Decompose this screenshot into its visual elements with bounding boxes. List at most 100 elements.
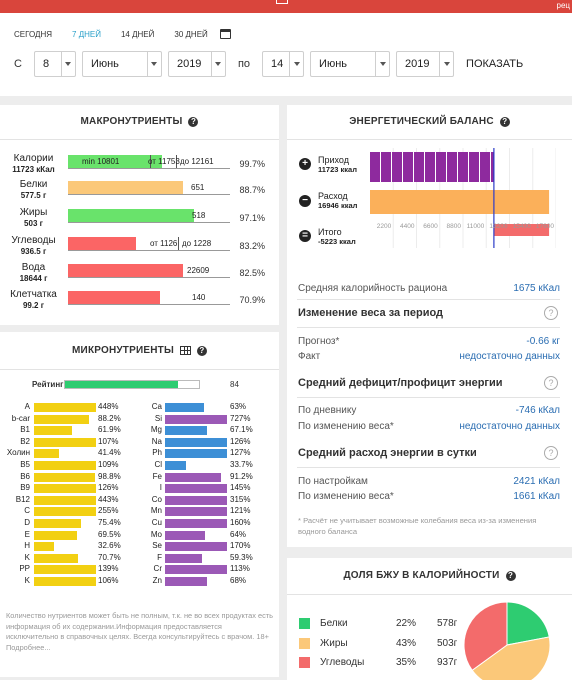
chevron-down-icon xyxy=(146,52,161,76)
micro-percent: 121% xyxy=(230,506,251,516)
calendar-icon[interactable] xyxy=(219,29,231,39)
x-tick-label: 4400 xyxy=(400,223,415,230)
minus-icon: − xyxy=(299,195,311,207)
macro-bar-label: 651 xyxy=(191,183,205,192)
macro-name-text: Белки xyxy=(19,179,48,190)
bju-grams: 578г xyxy=(437,618,458,629)
micro-name: D xyxy=(24,518,30,527)
macro-bar xyxy=(68,209,195,222)
bju-grams: 937г xyxy=(437,657,458,668)
macro-row: Калории 11723 кКал min 10801 от 11753 до 121… xyxy=(0,153,279,177)
to-year-select[interactable]: 2019 xyxy=(396,51,455,77)
by-weight-value: недостаточно данных xyxy=(459,421,560,432)
question-icon[interactable]: ? xyxy=(544,376,558,390)
micro-bar xyxy=(34,461,96,470)
micro-name: B5 xyxy=(20,460,30,469)
period-today[interactable]: Сегодня xyxy=(14,29,53,39)
divider xyxy=(297,467,560,468)
period-30-days[interactable]: 30 дней xyxy=(174,29,208,39)
micro-bar xyxy=(34,530,78,540)
micro-name: Co xyxy=(151,494,162,504)
chevron-down-icon xyxy=(289,52,303,76)
micro-bar xyxy=(34,426,73,436)
macro-name-text: Вода xyxy=(21,262,46,273)
micro-row: Ca 63% xyxy=(140,402,279,413)
from-label: С xyxy=(14,58,22,70)
help-icon[interactable]: ? xyxy=(499,116,510,127)
macro-name-text: Калории xyxy=(13,153,54,164)
bju-name: Жиры xyxy=(320,638,348,649)
bar-segment xyxy=(413,152,414,182)
to-month-value: Июнь xyxy=(319,58,347,70)
to-month-select[interactable]: Июнь xyxy=(310,51,391,77)
logo-icon[interactable] xyxy=(276,0,288,4)
energy-balance-title-text: ЭНЕРГЕТИЧЕСКИЙ БАЛАНС xyxy=(349,116,494,127)
energy-outcome-label: Расход 16946 ккал xyxy=(318,191,357,211)
plus-icon: + xyxy=(299,158,311,170)
micro-row: Холин 41.4% xyxy=(0,448,140,459)
micro-row: B12 443% xyxy=(0,495,140,506)
macro-name: Клетчатка 99.2 г xyxy=(6,289,61,311)
macro-bar xyxy=(68,155,162,168)
x-tick-label: 15400 xyxy=(513,223,531,230)
micro-bar xyxy=(165,553,202,563)
help-icon[interactable]: ? xyxy=(505,570,516,581)
top-bar-corner-text[interactable]: рец xyxy=(556,1,570,10)
micro-percent: 61.9% xyxy=(98,425,121,435)
energy-total-label: Итого -5223 ккал xyxy=(318,227,356,247)
fact-label: Факт xyxy=(298,351,321,362)
table-icon[interactable] xyxy=(179,346,191,355)
micro-bar xyxy=(34,553,79,563)
bar-segment xyxy=(391,152,392,182)
pie-slice[interactable] xyxy=(506,602,550,646)
micro-percent: 64% xyxy=(230,529,247,539)
micro-row: B6 98.8% xyxy=(0,472,140,483)
income-label-text: Приход xyxy=(318,155,349,165)
help-icon[interactable]: ? xyxy=(196,345,207,356)
to-year-value: 2019 xyxy=(405,58,430,70)
from-month-select[interactable]: Июнь xyxy=(81,51,162,77)
by-diary-label: По дневнику xyxy=(298,405,357,416)
micronutrients-card: МИКРОНУТРИЕНТЫ? Рейтинг 84 A 448% b-car 88.… xyxy=(0,332,279,677)
micro-name: Mg xyxy=(150,425,162,435)
micro-percent: 113% xyxy=(230,564,250,574)
avg-calorie-label: Средняя калорийность рациона xyxy=(298,283,448,294)
bar-segment xyxy=(402,152,403,182)
show-button[interactable]: Показать xyxy=(466,58,524,70)
from-day-select[interactable]: 8 xyxy=(33,51,76,77)
macro-percent: 88.7% xyxy=(239,185,265,195)
macro-target-tick xyxy=(150,155,151,168)
micro-name: Cr xyxy=(153,564,162,574)
x-tick-label: 13200 xyxy=(489,223,507,230)
micro-bar xyxy=(165,403,205,412)
micro-name: Mn xyxy=(150,506,162,516)
macro-bar-label: от 1126 xyxy=(150,239,178,248)
question-icon[interactable]: ? xyxy=(544,446,558,460)
micro-bar xyxy=(34,484,96,494)
question-icon[interactable]: ? xyxy=(544,306,558,320)
micro-row: B5 109% xyxy=(0,460,140,471)
total-bar xyxy=(493,224,550,236)
bju-grams: 503г xyxy=(437,638,458,649)
micro-name: Cu xyxy=(151,518,162,527)
from-year-select[interactable]: 2019 xyxy=(167,51,226,77)
macro-row: Белки 577.5 г 651 88.7% xyxy=(0,179,279,203)
micronutrients-note[interactable]: Количество нутриентов может быть не полн… xyxy=(6,611,274,652)
micro-name: Cl xyxy=(154,460,162,469)
macro-amount: 577.5 г xyxy=(20,191,47,200)
micro-percent: 255% xyxy=(98,506,119,516)
bju-title: ДОЛЯ БЖУ В КАЛОРИЙНОСТИ? xyxy=(287,570,572,581)
macro-track: 140 xyxy=(68,291,230,305)
pie-slice[interactable] xyxy=(464,602,508,671)
deficit-heading: Средний дефицит/профицит энергии xyxy=(298,377,503,389)
period-7-days[interactable]: 7 дней xyxy=(72,29,101,39)
micro-percent: 160% xyxy=(230,518,251,527)
period-14-days[interactable]: 14 дней xyxy=(120,29,155,39)
micro-percent: 67.1% xyxy=(230,425,253,435)
to-day-select[interactable]: 14 xyxy=(262,51,305,77)
micro-percent: 106% xyxy=(98,576,119,585)
pie-slice[interactable] xyxy=(471,636,550,680)
help-icon[interactable]: ? xyxy=(188,116,199,127)
micro-percent: 69.5% xyxy=(98,529,121,539)
x-tick-label: 11000 xyxy=(467,223,485,230)
